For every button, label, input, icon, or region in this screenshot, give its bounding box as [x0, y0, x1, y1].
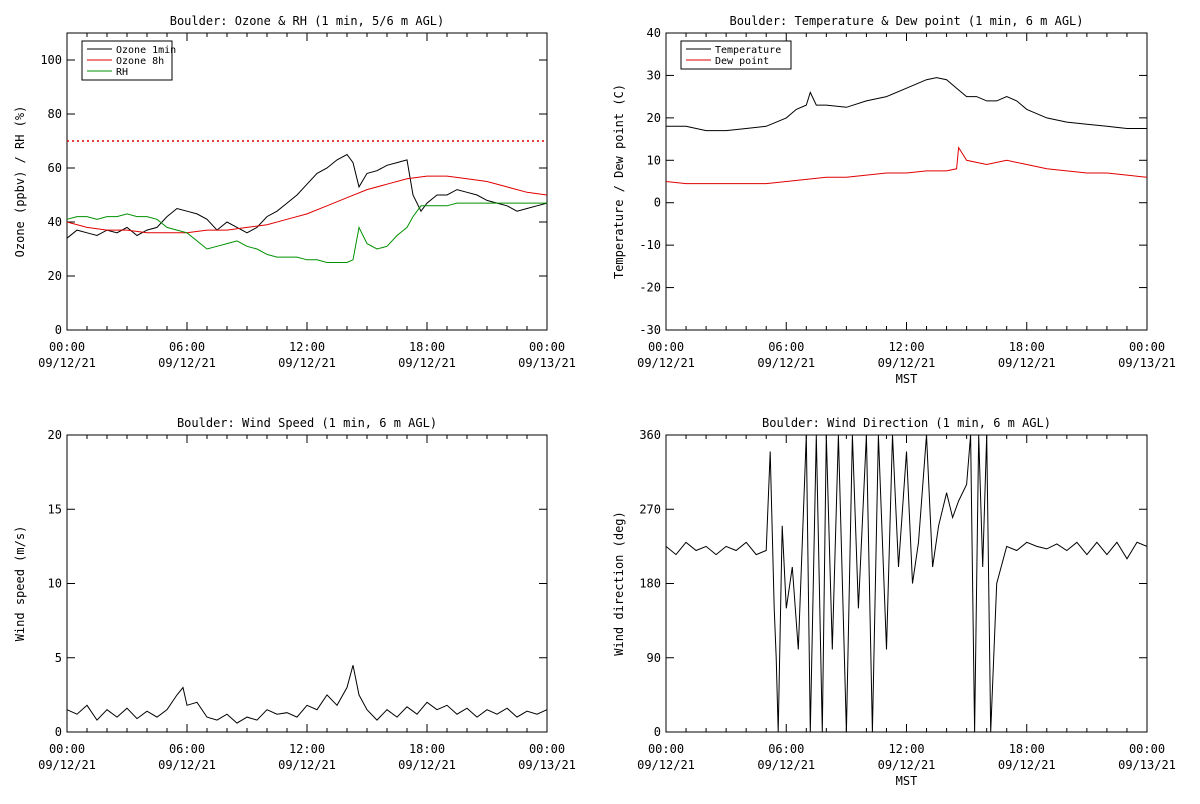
x-tick-label-time: 00:00: [529, 742, 565, 756]
y-tick-label: 40: [48, 215, 62, 229]
panel-ozone-rh: Boulder: Ozone & RH (1 min, 5/6 m AGL) O…: [13, 14, 576, 370]
chart-title: Boulder: Wind Speed (1 min, 6 m AGL): [177, 416, 437, 430]
x-tick-label-date: 09/12/21: [878, 356, 936, 370]
x-tick-label-date: 09/12/21: [398, 758, 456, 772]
x-tick-label-time: 18:00: [409, 340, 445, 354]
legend-label: Ozone 1min: [116, 45, 176, 56]
x-tick-label-time: 12:00: [888, 340, 924, 354]
x-tick-label-date: 09/12/21: [637, 758, 695, 772]
x-tick-label-date: 09/12/21: [637, 356, 695, 370]
y-tick-label: 0: [654, 196, 661, 210]
y-tick-label: 40: [647, 26, 661, 40]
x-tick-label-date: 09/12/21: [757, 758, 815, 772]
x-tick-label-time: 00:00: [49, 742, 85, 756]
plot-frame: [66, 434, 548, 733]
y-axis-label: Ozone (ppbv) / RH (%): [13, 106, 27, 258]
y-tick-label: 0: [55, 725, 62, 739]
x-tick-label-date: 09/13/21: [518, 356, 576, 370]
legend-label: Dew point: [715, 56, 769, 67]
y-tick-label: -30: [639, 323, 661, 337]
series-line: [665, 146, 1148, 185]
plot-frame: [665, 434, 1148, 733]
x-tick-label-time: 00:00: [648, 340, 684, 354]
panel-wind-speed: Boulder: Wind Speed (1 min, 6 m AGL) Win…: [13, 416, 576, 772]
x-tick-label-time: 06:00: [768, 742, 804, 756]
series-line: [665, 434, 1148, 733]
series-line: [66, 175, 548, 234]
y-tick-label: 5: [55, 651, 62, 665]
chart-title: Boulder: Temperature & Dew point (1 min,…: [729, 14, 1083, 28]
x-tick-label-time: 00:00: [648, 742, 684, 756]
x-tick-label-time: 12:00: [289, 340, 325, 354]
x-tick-label-date: 09/12/21: [278, 356, 336, 370]
y-tick-label: -10: [639, 238, 661, 252]
x-tick-label-time: 12:00: [289, 742, 325, 756]
y-tick-label: 15: [48, 502, 62, 516]
x-tick-label-time: 12:00: [888, 742, 924, 756]
series-line: [666, 77, 1147, 132]
x-tick-label-date: 09/12/21: [398, 356, 456, 370]
legend-label: Temperature: [715, 45, 781, 56]
legend: [680, 40, 792, 70]
x-tick-label-date: 09/12/21: [998, 758, 1056, 772]
y-tick-label: 80: [48, 107, 62, 121]
x-tick-label-time: 00:00: [529, 340, 565, 354]
y-tick-label: 360: [639, 428, 661, 442]
x-tick-label-date: 09/12/21: [998, 356, 1056, 370]
x-tick-label-time: 06:00: [169, 340, 205, 354]
chart-title: Boulder: Ozone & RH (1 min, 5/6 m AGL): [170, 14, 445, 28]
y-axis-label: Temperature / Dew point (C): [612, 84, 626, 279]
x-tick-label-date: 09/12/21: [158, 356, 216, 370]
y-tick-label: 10: [48, 577, 62, 591]
x-tick-label-date: 09/12/21: [757, 356, 815, 370]
x-tick-label-date: 09/13/21: [518, 758, 576, 772]
plot-frame: [665, 32, 1148, 331]
legend-label: Ozone 8h: [116, 56, 164, 67]
x-tick-label-time: 00:00: [49, 340, 85, 354]
y-tick-label: 90: [647, 651, 661, 665]
x-tick-label-time: 06:00: [768, 340, 804, 354]
x-tick-label-time: 18:00: [1009, 340, 1045, 354]
series-line: [66, 665, 548, 724]
x-tick-label-time: 18:00: [409, 742, 445, 756]
series-line: [66, 153, 548, 239]
y-tick-label: 20: [48, 428, 62, 442]
x-tick-label-date: 09/12/21: [158, 758, 216, 772]
x-tick-label-date: 09/12/21: [38, 758, 96, 772]
panel-temperature-dewpoint: Boulder: Temperature & Dew point (1 min,…: [612, 14, 1176, 386]
x-tick-label-time: 18:00: [1009, 742, 1045, 756]
x-axis-label: MST: [896, 774, 918, 788]
y-tick-label: 0: [654, 725, 661, 739]
y-tick-label: 0: [55, 323, 62, 337]
y-tick-label: 270: [639, 502, 661, 516]
chart-title: Boulder: Wind Direction (1 min, 6 m AGL): [762, 416, 1051, 430]
x-tick-label-date: 09/13/21: [1118, 758, 1176, 772]
panel-wind-direction: Boulder: Wind Direction (1 min, 6 m AGL)…: [612, 416, 1176, 788]
x-tick-label-time: 00:00: [1129, 742, 1165, 756]
y-tick-label: 20: [647, 111, 661, 125]
x-tick-label-date: 09/12/21: [38, 356, 96, 370]
x-tick-label-date: 09/13/21: [1118, 356, 1176, 370]
y-tick-label: 100: [40, 53, 62, 67]
y-tick-label: 60: [48, 161, 62, 175]
x-axis-label: MST: [896, 372, 918, 386]
x-tick-label-date: 09/12/21: [278, 758, 336, 772]
x-tick-label-time: 00:00: [1129, 340, 1165, 354]
y-tick-label: 180: [639, 577, 661, 591]
y-tick-label: 10: [647, 153, 661, 167]
y-tick-label: -20: [639, 281, 661, 295]
x-tick-label-time: 06:00: [169, 742, 205, 756]
series-line: [66, 202, 547, 263]
y-tick-label: 30: [647, 68, 661, 82]
legend-label: RH: [116, 67, 128, 78]
y-axis-label: Wind direction (deg): [612, 511, 626, 656]
y-axis-label: Wind speed (m/s): [13, 526, 27, 642]
x-tick-label-date: 09/12/21: [878, 758, 936, 772]
y-tick-label: 20: [48, 269, 62, 283]
